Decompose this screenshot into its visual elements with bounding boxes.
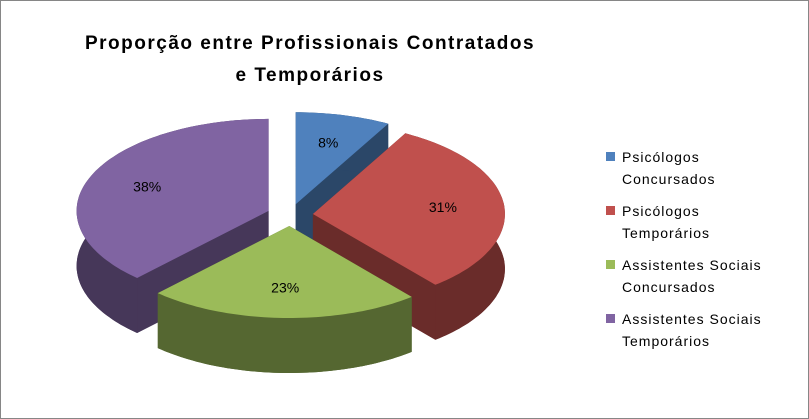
legend-swatch bbox=[606, 206, 615, 215]
slice bbox=[157, 226, 412, 373]
legend-swatch bbox=[606, 260, 615, 269]
legend: Psicólogos Concursados Psicólogos Temporá… bbox=[606, 146, 776, 352]
chart-title: Proporção entre Profissionais Contratado… bbox=[84, 33, 536, 86]
data-label: 38% bbox=[133, 179, 161, 195]
slice-top bbox=[157, 226, 412, 318]
legend-label: Assistentes Sociais Concursados bbox=[622, 257, 762, 295]
legend-item: Assistentes Sociais Temporários bbox=[606, 308, 776, 352]
legend-label: Psicólogos Concursados bbox=[622, 149, 716, 187]
legend-label: Assistentes Sociais Temporários bbox=[622, 311, 762, 349]
data-label: 8% bbox=[318, 134, 338, 150]
legend-label: Psicólogos Temporários bbox=[622, 203, 711, 241]
legend-item: Psicólogos Temporários bbox=[606, 200, 776, 244]
slice-top bbox=[312, 133, 505, 285]
slice-side bbox=[157, 293, 412, 373]
legend-swatch bbox=[606, 152, 615, 161]
slice-top bbox=[295, 112, 389, 205]
legend-item: Assistentes Sociais Concursados bbox=[606, 254, 776, 298]
slice-top bbox=[76, 118, 269, 279]
legend-swatch bbox=[606, 314, 615, 323]
data-label: 31% bbox=[429, 199, 457, 215]
data-label: 23% bbox=[271, 279, 299, 295]
legend-item: Psicólogos Concursados bbox=[606, 146, 776, 190]
